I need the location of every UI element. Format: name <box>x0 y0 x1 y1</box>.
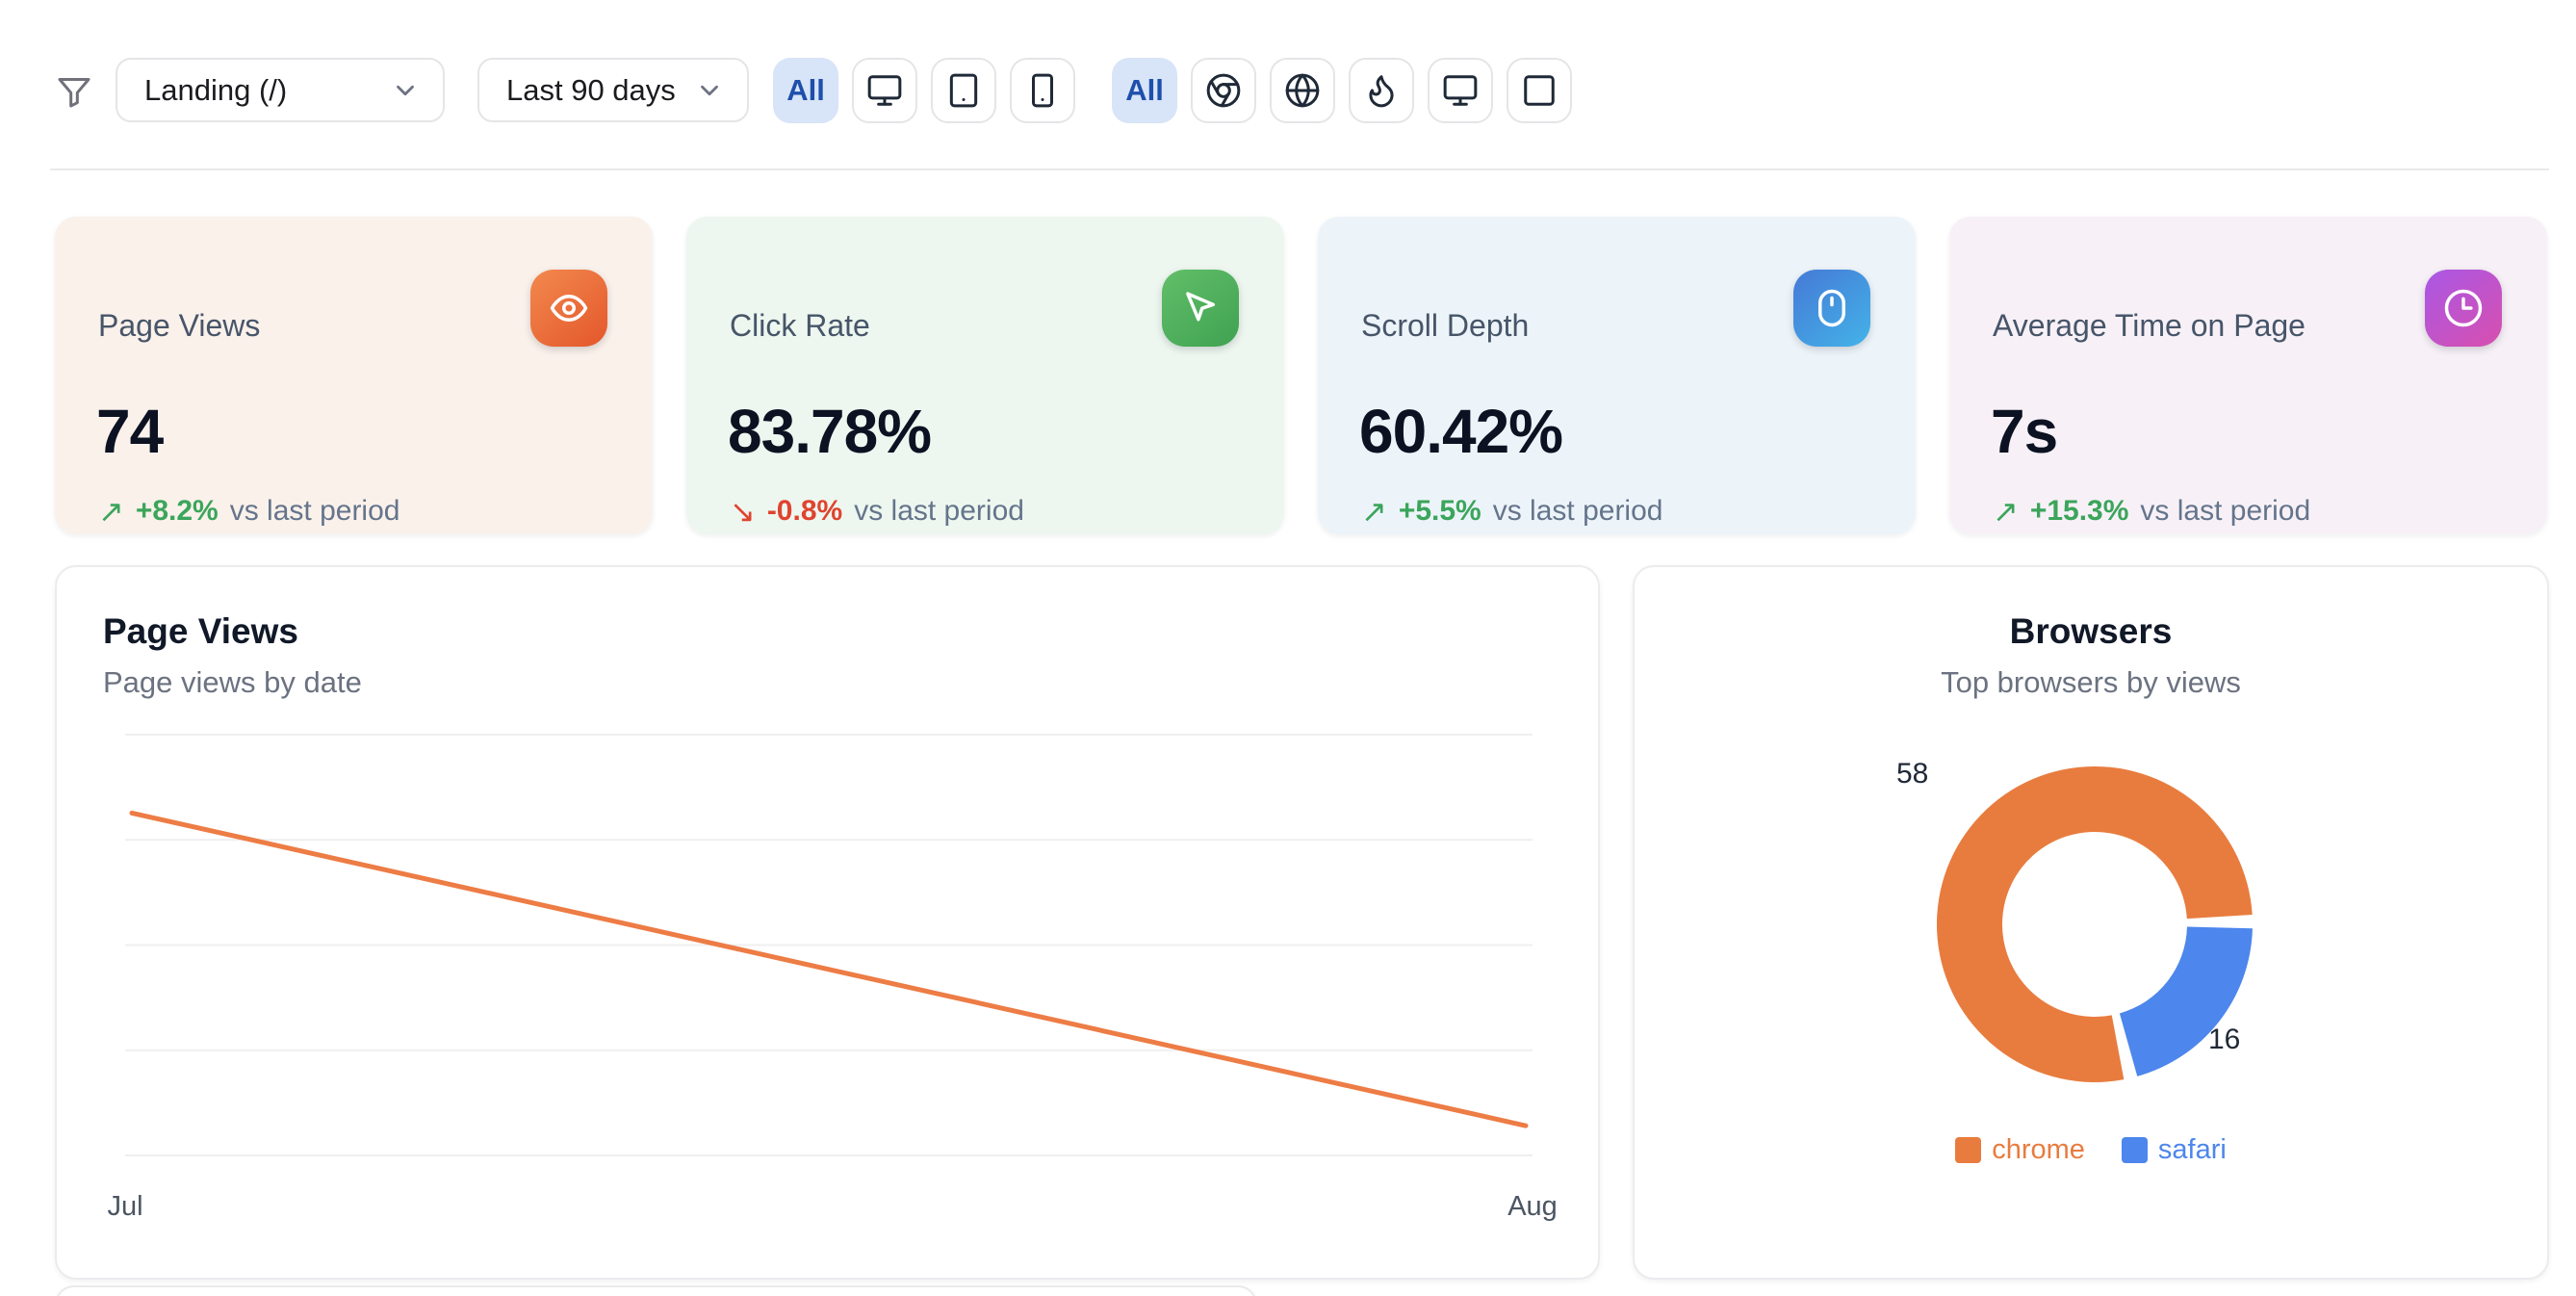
stat-value: 7s <box>1991 397 2058 466</box>
mouse-icon <box>1793 270 1870 347</box>
trend-arrow-icon: ↘ <box>730 494 756 529</box>
smartphone-icon <box>1031 73 1054 108</box>
chevron-down-icon <box>695 76 724 105</box>
donut-value-chrome: 58 <box>1896 758 1929 790</box>
stat-change: ↘ -0.8% vs last period <box>730 495 1024 528</box>
globe-icon <box>1285 73 1320 108</box>
legend-label: safari <box>2157 1134 2227 1165</box>
line-chart <box>125 734 1533 1156</box>
trend-arrow-icon: ↗ <box>98 494 124 529</box>
page-select-value: Landing (/) <box>144 72 288 107</box>
stat-value: 74 <box>96 397 164 466</box>
change-percent: +8.2% <box>135 495 219 527</box>
panel-subtitle: Page views by date <box>103 665 362 699</box>
browser-filter-other[interactable] <box>1507 58 1572 123</box>
x-axis-label: Aug <box>1507 1191 1558 1222</box>
change-suffix: vs last period <box>2140 495 2311 527</box>
stat-change: ↗ +15.3% vs last period <box>1993 495 2310 528</box>
cursor-icon <box>1162 270 1239 347</box>
flame-icon <box>1369 75 1394 108</box>
stat-value: 83.78% <box>728 397 932 466</box>
filter-toolbar: Landing (/) Last 90 days All All <box>0 0 2576 170</box>
eye-icon <box>530 270 607 347</box>
page-select[interactable]: Landing (/) <box>116 58 445 122</box>
date-range-value: Last 90 days <box>506 72 676 107</box>
stat-card-avg-time: Average Time on Page 7s ↗ +15.3% vs last… <box>1949 217 2547 534</box>
chart-legend: chrome safari <box>1635 1134 2547 1166</box>
browsers-panel: Browsers Top browsers by views 58 16 chr… <box>1633 565 2549 1280</box>
stat-card-page-views: Page Views 74 ↗ +8.2% vs last period <box>55 217 653 534</box>
toolbar-divider <box>50 168 2549 170</box>
page-views-panel: Page Views Page views by date Jul Aug <box>55 565 1600 1280</box>
legend-label: chrome <box>1992 1134 2085 1165</box>
chrome-icon <box>1206 73 1241 108</box>
change-percent: +5.5% <box>1398 495 1481 527</box>
legend-item-safari: safari <box>2121 1134 2227 1166</box>
panel-subtitle: Top browsers by views <box>1941 665 2241 699</box>
stat-title: Click Rate <box>730 308 870 343</box>
filter-icon <box>55 72 93 111</box>
browser-filter-edge[interactable] <box>1428 58 1493 123</box>
change-suffix: vs last period <box>229 495 400 527</box>
stat-cards-row: Page Views 74 ↗ +8.2% vs last period Cli… <box>55 217 2547 534</box>
chevron-down-icon <box>391 76 420 105</box>
donut-chart <box>1893 722 2297 1127</box>
trend-arrow-icon: ↗ <box>1993 494 2019 529</box>
monitor-icon <box>1443 75 1478 106</box>
donut-value-safari: 16 <box>2208 1024 2241 1055</box>
device-filter-desktop[interactable] <box>852 58 917 123</box>
change-percent: -0.8% <box>766 495 843 527</box>
stat-title: Page Views <box>98 308 261 343</box>
change-percent: +15.3% <box>2029 495 2129 527</box>
stat-value: 60.42% <box>1359 397 1563 466</box>
stat-card-click-rate: Click Rate 83.78% ↘ -0.8% vs last period <box>686 217 1284 534</box>
square-icon <box>1524 75 1555 106</box>
partial-panel <box>55 1285 1257 1296</box>
panel-title: Browsers <box>2009 611 2173 651</box>
monitor-icon <box>867 75 902 106</box>
change-suffix: vs last period <box>1492 495 1663 527</box>
stat-title: Scroll Depth <box>1361 308 1530 343</box>
change-suffix: vs last period <box>854 495 1024 527</box>
stat-card-scroll-depth: Scroll Depth 60.42% ↗ +5.5% vs last peri… <box>1318 217 1916 534</box>
stat-change: ↗ +5.5% vs last period <box>1361 495 1662 528</box>
tablet-icon <box>949 73 978 108</box>
panel-title: Page Views <box>103 611 298 651</box>
device-filter-mobile[interactable] <box>1010 58 1075 123</box>
legend-item-chrome: chrome <box>1955 1134 2085 1166</box>
device-filter-all[interactable]: All <box>773 58 838 123</box>
stat-title: Average Time on Page <box>1993 308 2306 343</box>
legend-swatch <box>2121 1137 2148 1163</box>
browser-filter-chrome[interactable] <box>1191 58 1256 123</box>
browser-filter-firefox[interactable] <box>1349 58 1414 123</box>
clock-icon <box>2425 270 2502 347</box>
browser-filter-all[interactable]: All <box>1112 58 1177 123</box>
browser-filter-safari[interactable] <box>1270 58 1335 123</box>
trend-arrow-icon: ↗ <box>1361 494 1387 529</box>
device-filter-tablet[interactable] <box>931 58 996 123</box>
legend-swatch <box>1955 1137 1982 1163</box>
x-axis-label: Jul <box>107 1191 143 1222</box>
stat-change: ↗ +8.2% vs last period <box>98 495 399 528</box>
date-range-select[interactable]: Last 90 days <box>477 58 749 122</box>
